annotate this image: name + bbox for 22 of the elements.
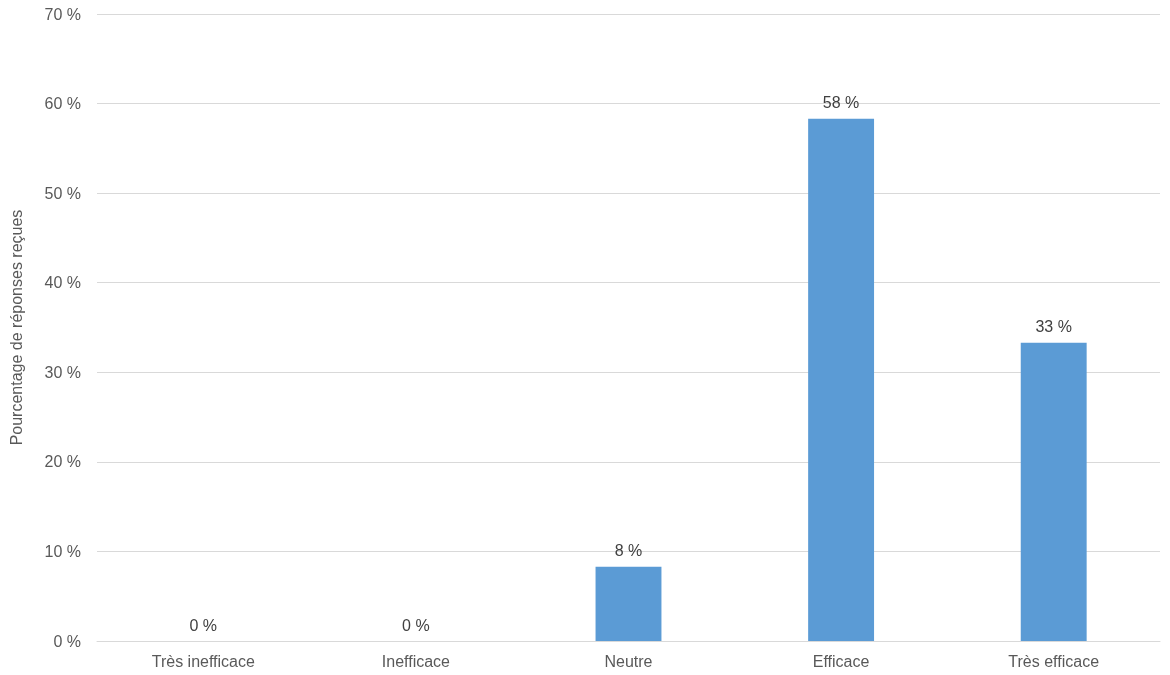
y-tick-label: 0 % bbox=[53, 632, 81, 650]
y-tick-label: 40 % bbox=[44, 274, 81, 292]
data-label: 8 % bbox=[614, 542, 643, 560]
x-tick-label: Très efficace bbox=[1008, 652, 1100, 670]
x-tick-label: Très inefficace bbox=[151, 652, 255, 670]
y-tick-label: 70 % bbox=[44, 5, 81, 23]
y-tick-label: 30 % bbox=[44, 363, 81, 381]
y-tick-label: 60 % bbox=[44, 95, 81, 113]
data-label: 0 % bbox=[189, 616, 218, 634]
bar bbox=[1020, 342, 1087, 641]
bar bbox=[808, 118, 875, 641]
y-axis-title: Pourcentage de réponses reçues bbox=[7, 209, 25, 446]
x-tick-label: Inefficace bbox=[381, 652, 451, 670]
x-tick-label: Efficace bbox=[812, 652, 870, 670]
x-tick-label: Neutre bbox=[604, 652, 653, 670]
y-tick-label: 10 % bbox=[44, 542, 81, 560]
y-tick-label: 50 % bbox=[44, 184, 81, 202]
data-label: 58 % bbox=[822, 94, 860, 112]
y-tick-label: 20 % bbox=[44, 453, 81, 471]
data-label: 33 % bbox=[1035, 318, 1072, 336]
data-label: 0 % bbox=[402, 616, 430, 634]
bar bbox=[595, 566, 662, 641]
